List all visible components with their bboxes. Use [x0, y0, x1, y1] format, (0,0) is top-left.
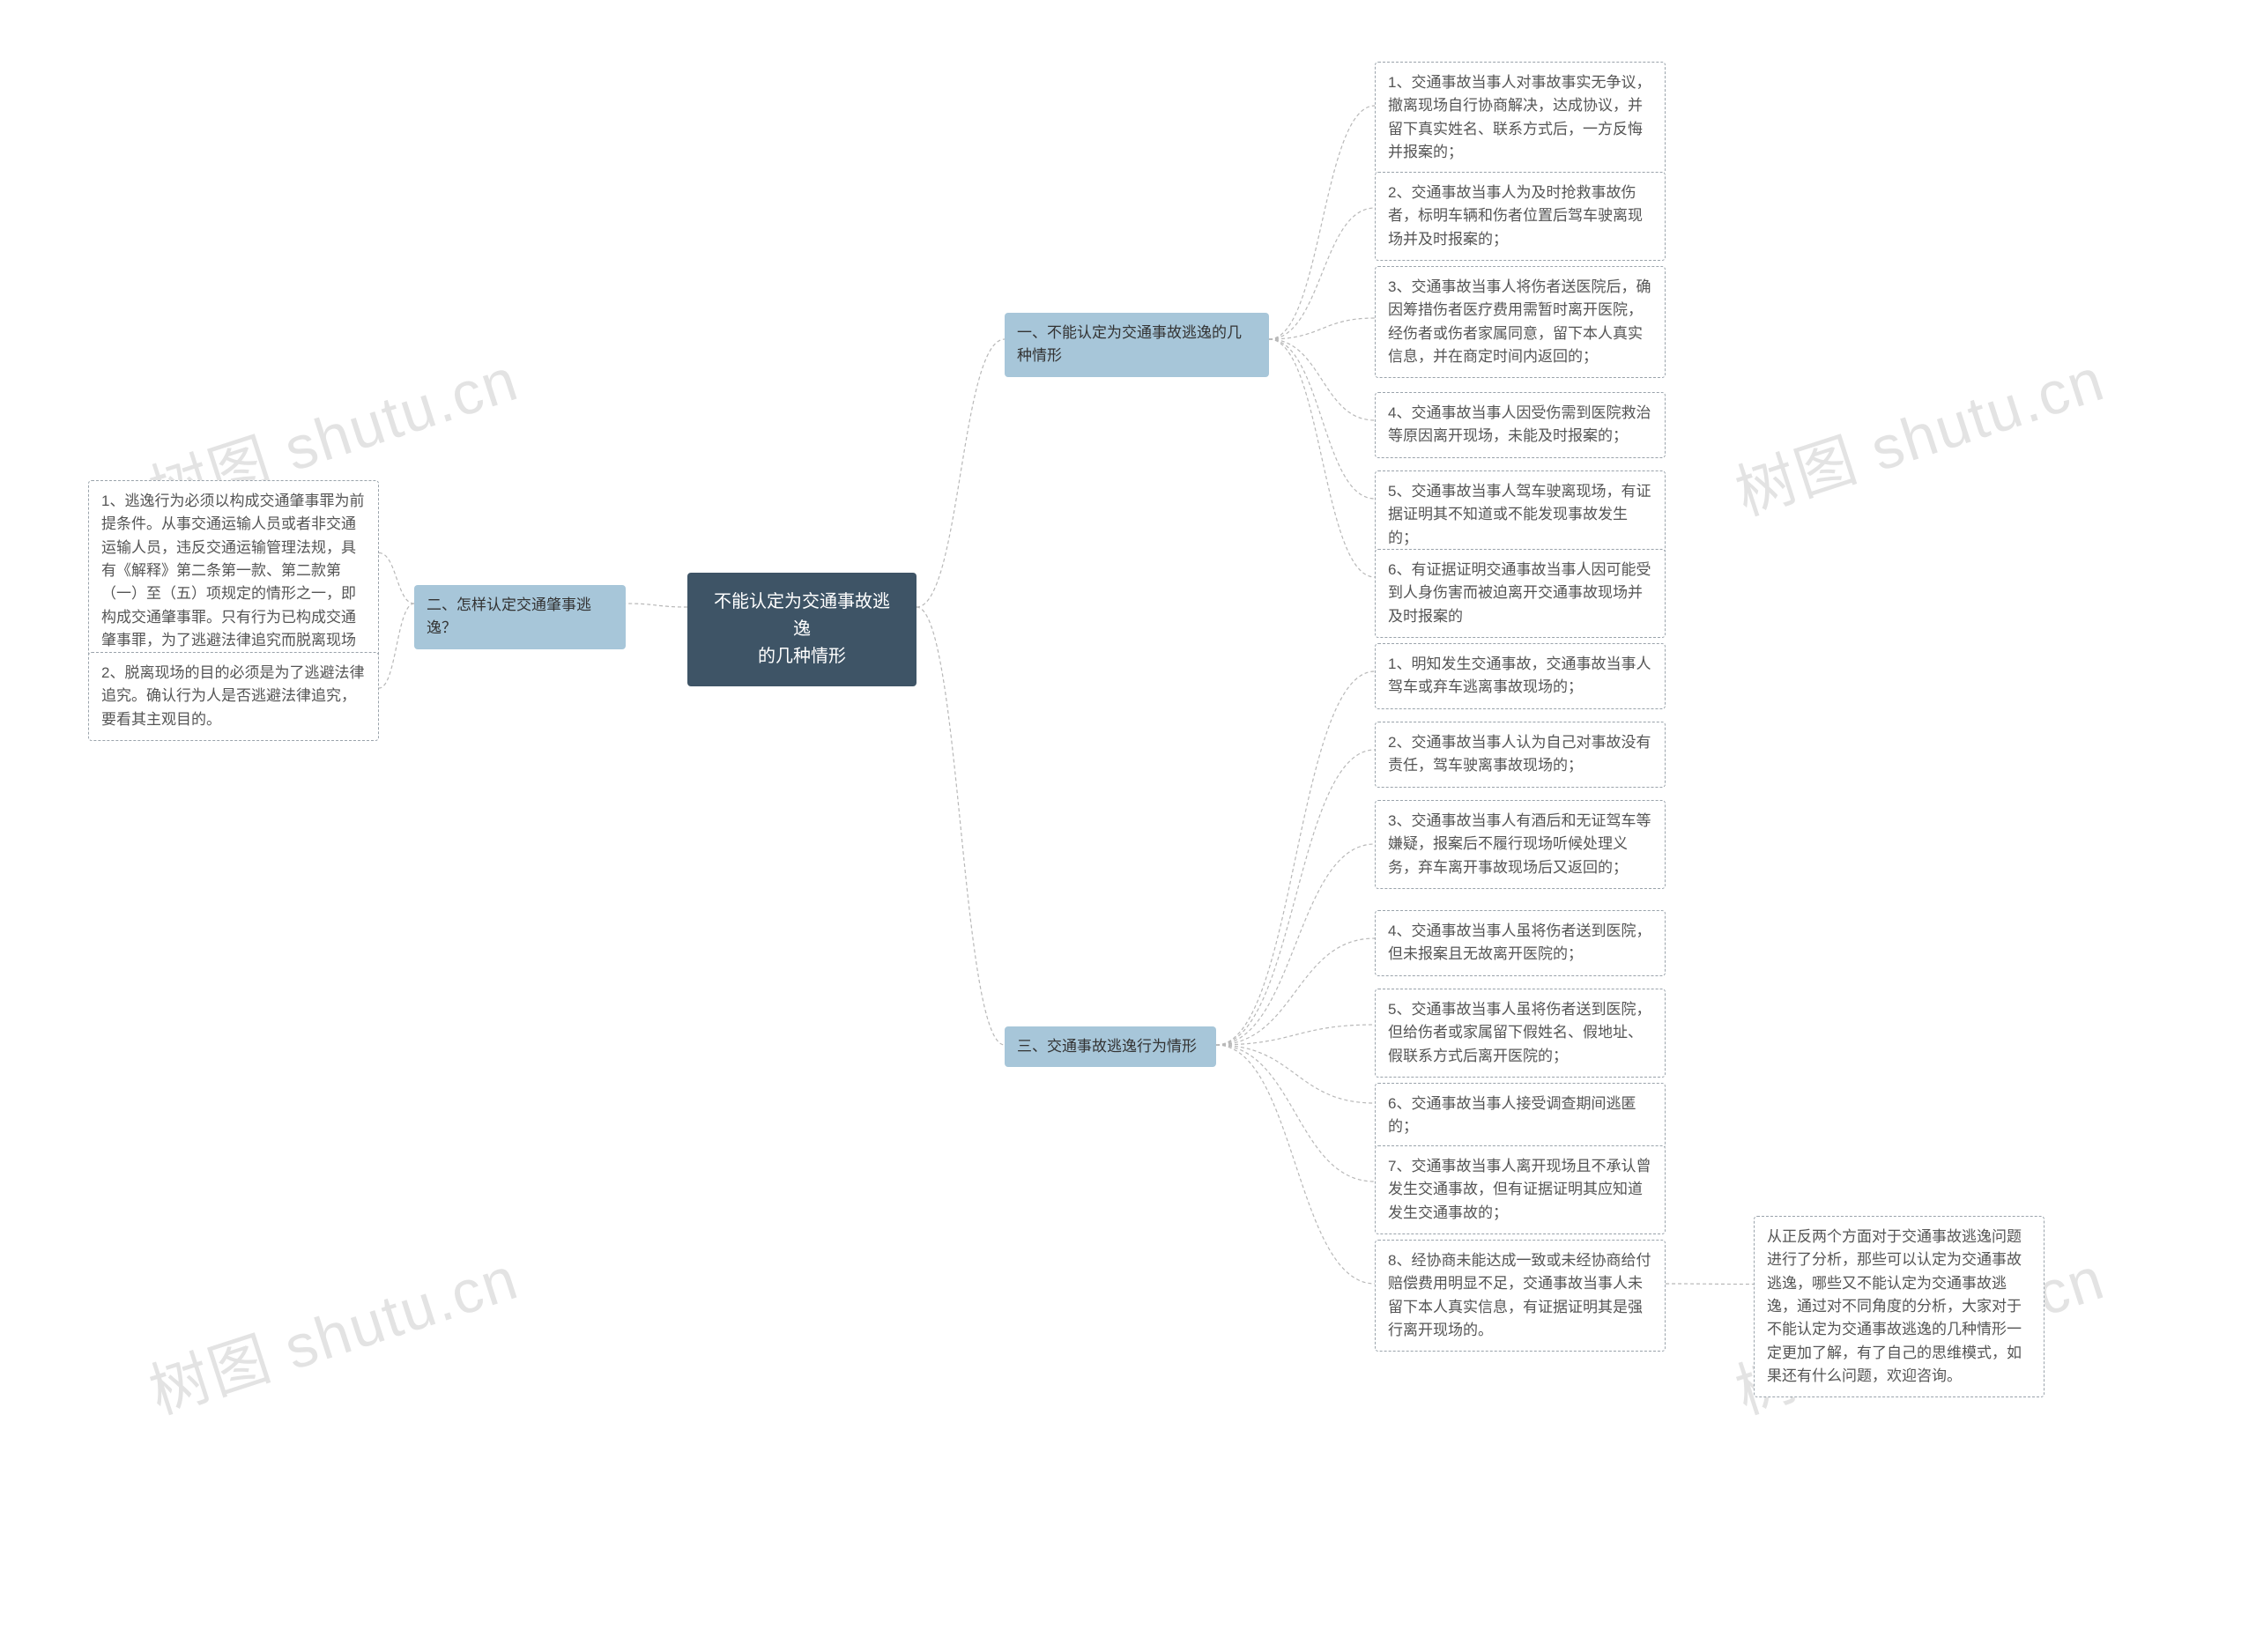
connector	[1269, 339, 1375, 499]
leaf-node: 3、交通事故当事人有酒后和无证驾车等嫌疑，报案后不履行现场听候处理义务，弃车离开…	[1375, 800, 1666, 889]
connector	[1216, 1045, 1375, 1284]
connector	[1216, 750, 1375, 1045]
leaf-node: 3、交通事故当事人将伤者送医院后，确因筹措伤者医疗费用需暂时离开医院，经伤者或伤…	[1375, 266, 1666, 378]
leaf-node: 7、交通事故当事人离开现场且不承认曾发生交通事故，但有证据证明其应知道发生交通事…	[1375, 1145, 1666, 1234]
leaf-node: 从正反两个方面对于交通事故逃逸问题进行了分析，那些可以认定为交通事故逃逸，哪些又…	[1754, 1216, 2044, 1397]
connector	[1216, 1045, 1375, 1182]
leaf-node: 5、交通事故当事人虽将伤者送到医院，但给伤者或家属留下假姓名、假地址、假联系方式…	[1375, 989, 1666, 1078]
root-node[interactable]: 不能认定为交通事故逃逸的几种情形	[687, 573, 916, 686]
connector	[379, 553, 414, 604]
connector	[1269, 318, 1375, 339]
connector	[379, 604, 414, 688]
connector-layer	[0, 0, 2256, 1652]
connector	[1216, 671, 1375, 1045]
leaf-node: 4、交通事故当事人因受伤需到医院救治等原因离开现场，未能及时报案的；	[1375, 392, 1666, 458]
leaf-node: 2、交通事故当事人为及时抢救事故伤者，标明车辆和伤者位置后驾车驶离现场并及时报案…	[1375, 172, 1666, 261]
connector	[1216, 938, 1375, 1045]
leaf-node: 2、交通事故当事人认为自己对事故没有责任，驾车驶离事故现场的；	[1375, 722, 1666, 788]
connector	[916, 339, 1005, 607]
connector	[1269, 339, 1375, 577]
leaf-node: 5、交通事故当事人驾车驶离现场，有证据证明其不知道或不能发现事故发生的；	[1375, 470, 1666, 559]
branch-node[interactable]: 二、怎样认定交通肇事逃逸？	[414, 585, 626, 649]
leaf-node: 1、交通事故当事人对事故事实无争议，撤离现场自行协商解决，达成协议，并留下真实姓…	[1375, 62, 1666, 174]
connector	[916, 607, 1005, 1045]
leaf-node: 6、有证据证明交通事故当事人因可能受到人身伤害而被迫离开交通事故现场并及时报案的	[1375, 549, 1666, 638]
branch-node[interactable]: 一、不能认定为交通事故逃逸的几种情形	[1005, 313, 1269, 377]
leaf-node: 1、明知发生交通事故，交通事故当事人驾车或弃车逃离事故现场的；	[1375, 643, 1666, 709]
leaf-node: 6、交通事故当事人接受调查期间逃匿的；	[1375, 1083, 1666, 1149]
branch-node[interactable]: 三、交通事故逃逸行为情形	[1005, 1026, 1216, 1067]
leaf-node: 8、经协商未能达成一致或未经协商给付赔偿费用明显不足，交通事故当事人未留下本人真…	[1375, 1240, 1666, 1352]
connector	[1216, 844, 1375, 1045]
connector	[626, 604, 687, 607]
connector	[1269, 106, 1375, 339]
connector	[1666, 1284, 1754, 1285]
leaf-node: 2、脱离现场的目的必须是为了逃避法律追究。确认行为人是否逃避法律追究，要看其主观…	[88, 652, 379, 741]
connector	[1269, 208, 1375, 339]
connector	[1269, 339, 1375, 420]
leaf-node: 4、交通事故当事人虽将伤者送到医院，但未报案且无故离开医院的；	[1375, 910, 1666, 976]
